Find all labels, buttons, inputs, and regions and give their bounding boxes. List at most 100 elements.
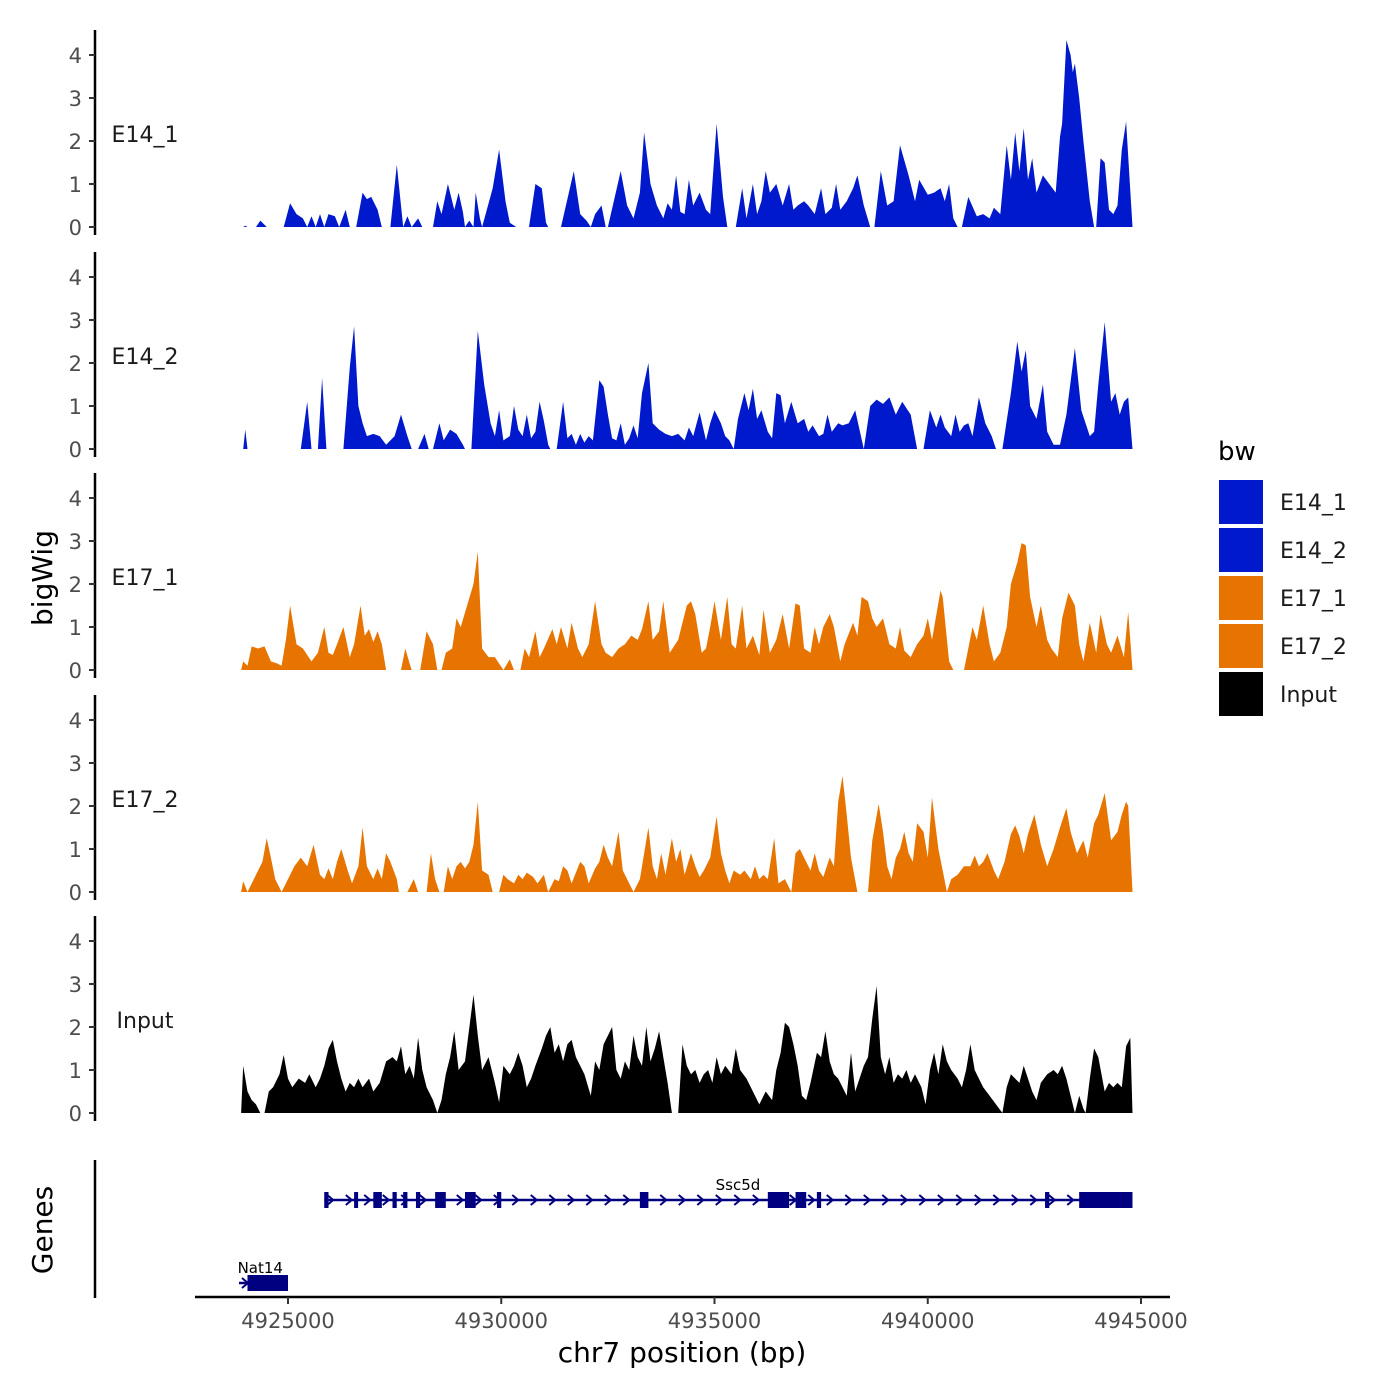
strand-arrow [752,1194,761,1206]
exon [1079,1192,1133,1208]
strand-arrow [345,1194,354,1206]
gene-track: Ssc5d Nat14 [93,1160,1133,1298]
strand-arrow [992,1194,1001,1206]
exon [415,1192,421,1208]
exon [435,1192,446,1208]
track-label: E14_1 [112,123,179,148]
exon [403,1192,408,1208]
y-tick-label: 2 [69,573,82,597]
legend-swatch [1219,672,1263,716]
strand-arrow [1066,1194,1075,1206]
y-tick-label: 1 [69,173,82,197]
track-E17_1: 0 1 2 3 4 E17_1 [69,473,1133,683]
x-axis: 4925000 4930000 4935000 4940000 4945000 [195,1295,1188,1333]
legend-label: E17_2 [1280,635,1347,660]
y-tick-label: 4 [69,709,82,733]
legend-swatch [1219,624,1263,668]
strand-arrow [567,1194,576,1206]
area-E14_1 [243,40,1133,227]
strand-arrow [1048,1194,1057,1206]
y-tick-label: 0 [69,881,82,905]
exon [1045,1192,1050,1208]
track-E14_1: 0 1 2 3 4 E14_1 [69,30,1133,240]
strand-arrow [585,1194,594,1206]
strand-arrow [363,1194,372,1206]
track-Input: 0 1 2 3 4 Input [69,916,1133,1126]
x-tick-label: 4925000 [241,1309,335,1333]
exon [639,1192,649,1208]
strand-arrow [844,1194,853,1206]
track-E17_2: 0 1 2 3 4 E17_2 [69,695,1133,905]
strand-arrow [733,1194,742,1206]
strand-arrow [548,1194,557,1206]
gene-Ssc5d: Ssc5d [324,1176,1133,1208]
strand-arrow [419,1194,428,1206]
exon [373,1192,382,1208]
gene-Nat14: Nat14 [238,1259,288,1291]
y-tick-label: 3 [69,309,82,333]
y-axis-title: bigWig [26,530,59,626]
x-tick-label: 4940000 [881,1309,975,1333]
gene-label: Ssc5d [716,1176,761,1194]
exon [392,1192,397,1208]
legend-label: Input [1280,683,1337,708]
genes-axis-title: Genes [26,1186,59,1274]
y-tick-label: 0 [69,659,82,683]
strand-arrow [900,1194,909,1206]
legend-label: E14_1 [1280,491,1347,516]
strand-arrow [881,1194,890,1206]
exon [354,1192,359,1208]
x-tick-label: 4930000 [454,1309,548,1333]
y-tick-label: 1 [69,838,82,862]
y-tick-label: 3 [69,530,82,554]
exon [496,1192,502,1208]
legend-title: bw [1218,437,1256,467]
y-tick-label: 4 [69,44,82,68]
exon [816,1192,822,1208]
strand-arrow [659,1194,668,1206]
track-label: E17_1 [112,566,179,591]
y-tick-label: 1 [69,1059,82,1083]
x-tick-label: 4945000 [1094,1309,1188,1333]
y-tick-label: 4 [69,266,82,290]
y-tick-label: 0 [69,1102,82,1126]
strand-arrow [807,1194,816,1206]
y-tick-label: 1 [69,616,82,640]
legend-swatch [1219,576,1263,620]
y-tick-label: 1 [69,395,82,419]
strand-arrow [326,1194,335,1206]
exon [795,1192,807,1208]
signal-tracks: 0 1 2 3 4 E14_1 0 1 2 3 4 E14_2 0 1 2 3 4 E17_1 0 1 2 3 4 E17_2… [69,30,1133,1126]
strand-arrow [678,1194,687,1206]
strand-arrow [974,1194,983,1206]
track-label: Input [117,1009,174,1034]
exon [464,1192,476,1208]
y-tick-label: 2 [69,1016,82,1040]
y-tick-label: 2 [69,130,82,154]
track-label: E14_2 [112,345,179,370]
strand-arrow [604,1194,613,1206]
x-tick-label: 4935000 [668,1309,762,1333]
y-tick-label: 4 [69,487,82,511]
legend-swatch [1219,528,1263,572]
y-tick-label: 3 [69,973,82,997]
strand-arrow [511,1194,520,1206]
strand-arrow [696,1194,705,1206]
strand-arrow [456,1194,465,1206]
y-tick-label: 3 [69,87,82,111]
area-E17_2 [241,775,1133,892]
gene-label: Nat14 [238,1259,283,1277]
legend-swatch [1219,480,1263,524]
strand-arrow [937,1194,946,1206]
track-E14_2: 0 1 2 3 4 E14_2 [69,252,1133,462]
strand-arrow [382,1194,391,1206]
exon [247,1275,288,1291]
legend-label: E17_1 [1280,587,1347,612]
strand-arrow [474,1194,483,1206]
exon [767,1192,790,1208]
strand-arrow [1011,1194,1020,1206]
legend: bw E14_1 E14_2 E17_1 E17_2 Input [1218,437,1347,716]
x-axis-title: chr7 position (bp) [558,1336,807,1369]
